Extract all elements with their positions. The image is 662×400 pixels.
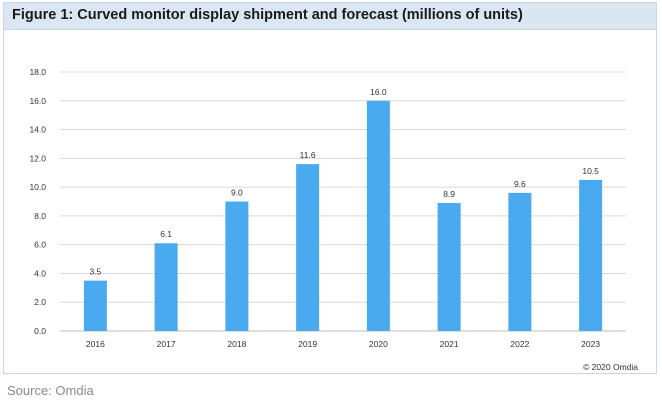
- figure-title: Figure 1: Curved monitor display shipmen…: [12, 7, 523, 23]
- data-label-2022: 9.6: [514, 179, 526, 189]
- y-tick-label: 8.0: [34, 211, 46, 221]
- data-label-2019: 11.6: [300, 150, 316, 160]
- bar-2018: [225, 201, 249, 331]
- x-tick-label: 2017: [157, 339, 176, 349]
- x-tick-label: 2023: [581, 339, 600, 349]
- data-label-2020: 16.0: [370, 87, 387, 97]
- x-tick-label: 2016: [86, 339, 105, 349]
- y-tick-label: 2.0: [34, 297, 46, 307]
- bar-2021: [437, 202, 461, 331]
- data-labels: 3.5 6.1 9.0 11.6 16.0 8.9 9.6 10.5: [89, 87, 599, 277]
- bar-2016: [83, 280, 107, 331]
- x-tick-label: 2020: [369, 339, 388, 349]
- y-tick-label: 4.0: [34, 268, 46, 278]
- copyright-notice: © 2020 Omdia: [583, 362, 638, 372]
- x-tick-label: 2019: [298, 339, 317, 349]
- data-label-2016: 3.5: [89, 267, 101, 277]
- data-label-2018: 9.0: [231, 188, 243, 198]
- gridlines: [60, 71, 626, 332]
- bar-2022: [508, 192, 532, 331]
- bars: [83, 100, 603, 332]
- data-label-2023: 10.5: [582, 166, 599, 176]
- bar-2020: [366, 100, 390, 332]
- data-label-2017: 6.1: [160, 229, 172, 239]
- bar-2017: [154, 243, 178, 331]
- y-tick-label: 0.0: [34, 326, 46, 336]
- bar-chart: 3.5 6.1 9.0 11.6 16.0 8.9 9.6 10.5 0.0 2.0 4.0 6.0…: [29, 67, 638, 372]
- y-tick-label: 6.0: [34, 240, 46, 250]
- bar-2019: [296, 164, 320, 331]
- x-tick-label: 2018: [227, 339, 246, 349]
- y-tick-label: 16.0: [29, 96, 46, 106]
- data-label-2021: 8.9: [443, 189, 455, 199]
- figure-box: Figure 1: Curved monitor display shipmen…: [3, 2, 657, 374]
- x-axis-ticks: 2016 2017 2018 2019 2020 2021 2022 2023: [86, 339, 600, 349]
- y-tick-label: 10.0: [29, 182, 46, 192]
- y-tick-label: 12.0: [29, 153, 46, 163]
- y-axis-ticks: 0.0 2.0 4.0 6.0 8.0 10.0 12.0 14.0 16.0 18.0: [29, 67, 46, 336]
- x-tick-label: 2021: [440, 339, 459, 349]
- bar-2023: [579, 179, 603, 331]
- title-bar: Figure 1: Curved monitor display shipmen…: [4, 3, 656, 30]
- y-tick-label: 14.0: [29, 125, 46, 135]
- y-tick-label: 18.0: [29, 67, 46, 77]
- x-tick-label: 2022: [510, 339, 529, 349]
- source-note: Source: Omdia: [7, 383, 94, 398]
